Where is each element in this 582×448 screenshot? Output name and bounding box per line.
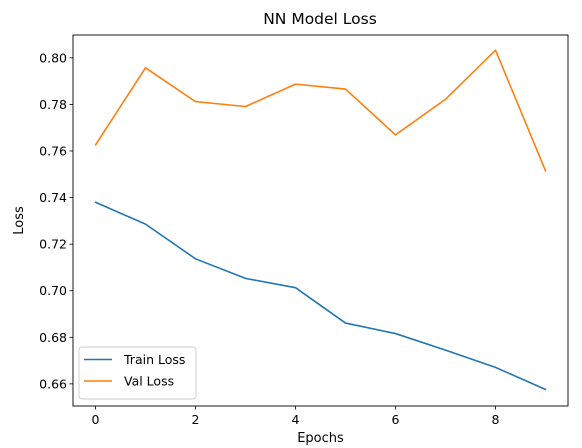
y-axis-label: Loss (12, 206, 27, 235)
x-axis-label: Epochs (297, 431, 344, 446)
y-tick-label: 0.80 (39, 50, 67, 65)
y-tick-label: 0.76 (39, 143, 67, 158)
x-tick-label: 6 (392, 412, 400, 427)
series-lines (94, 49, 547, 391)
y-tick-label: 0.72 (39, 237, 67, 252)
y-tick-label: 0.68 (39, 330, 67, 345)
y-tick-label: 0.78 (39, 97, 67, 112)
x-tick-label: 4 (292, 412, 300, 427)
y-tick-label: 0.74 (39, 190, 67, 205)
series-line-0 (94, 201, 547, 391)
y-axis: 0.66 0.68 0.70 0.72 0.74 0.76 0.78 0.80 (39, 50, 73, 391)
x-axis: 0 2 4 6 8 (92, 406, 500, 427)
chart-title: NN Model Loss (263, 10, 377, 28)
legend-label: Val Loss (124, 374, 174, 389)
plot-area (72, 34, 569, 407)
y-tick-label: 0.66 (39, 376, 67, 391)
legend: Train Loss Val Loss (78, 346, 197, 400)
y-tick-label: 0.70 (39, 283, 67, 298)
x-tick-label: 0 (92, 412, 100, 427)
x-tick-label: 8 (492, 412, 500, 427)
x-tick-label: 2 (192, 412, 200, 427)
series-line-1 (94, 49, 547, 172)
legend-label: Train Loss (123, 352, 185, 367)
